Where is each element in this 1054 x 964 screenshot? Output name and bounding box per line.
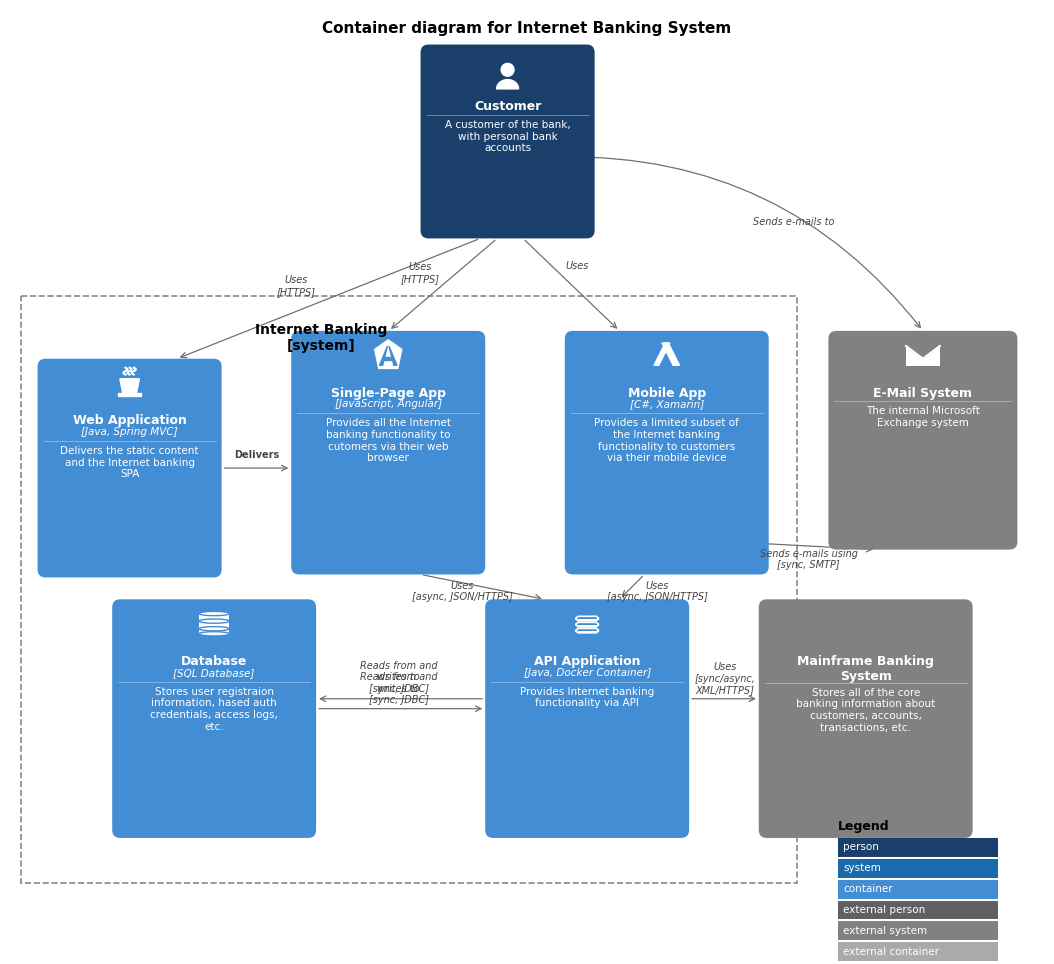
Text: Web Application: Web Application (73, 415, 187, 427)
Ellipse shape (199, 611, 230, 616)
Text: system: system (843, 863, 881, 873)
Text: Single-Page App: Single-Page App (331, 387, 446, 399)
Text: Stores user registraion
information, hased auth
credentials, access logs,
etc.: Stores user registraion information, has… (151, 686, 278, 732)
Ellipse shape (199, 619, 230, 624)
Bar (838, 880, 997, 898)
Text: [JavaScript, Angular]: [JavaScript, Angular] (335, 399, 442, 410)
Text: A customer of the bank,
with personal bank
accounts: A customer of the bank, with personal ba… (445, 120, 570, 153)
Text: Legend: Legend (838, 820, 890, 833)
Text: The internal Microsoft
Exchange system: The internal Microsoft Exchange system (866, 407, 980, 428)
Polygon shape (120, 379, 139, 392)
Polygon shape (384, 357, 393, 360)
FancyBboxPatch shape (565, 331, 768, 575)
Text: external container: external container (843, 947, 939, 957)
Text: Mainframe Banking
System: Mainframe Banking System (797, 655, 934, 683)
Bar (838, 859, 997, 877)
Bar (838, 922, 997, 940)
Text: Sends e-mails to: Sends e-mails to (753, 217, 835, 227)
FancyBboxPatch shape (291, 331, 485, 575)
Bar (838, 838, 997, 857)
Polygon shape (379, 346, 388, 365)
Polygon shape (662, 343, 680, 365)
Text: E-Mail System: E-Mail System (874, 387, 973, 399)
Polygon shape (389, 346, 397, 365)
Text: Uses
[HTTPS]: Uses [HTTPS] (277, 276, 316, 297)
Text: Mobile App: Mobile App (627, 387, 706, 399)
Bar (838, 943, 997, 961)
Text: Container diagram for Internet Banking System: Container diagram for Internet Banking S… (323, 20, 731, 36)
Polygon shape (118, 392, 141, 395)
Text: Delivers: Delivers (234, 450, 279, 460)
Polygon shape (655, 343, 670, 365)
Bar (838, 900, 997, 920)
Bar (199, 613, 230, 633)
FancyBboxPatch shape (38, 359, 221, 577)
Text: person: person (843, 843, 879, 852)
Text: Provides a limited subset of
the Internet banking
functionality to customers
via: Provides a limited subset of the Interne… (594, 418, 739, 463)
Text: API Application: API Application (534, 655, 641, 668)
Text: [SQL Database]: [SQL Database] (174, 668, 255, 678)
Ellipse shape (199, 627, 230, 630)
Text: Delivers the static content
and the Internet banking
SPA: Delivers the static content and the Inte… (60, 446, 199, 479)
Text: Reads from and
writes to
[sync, JDBC]: Reads from and writes to [sync, JDBC] (359, 660, 437, 694)
Text: container: container (843, 884, 893, 895)
FancyBboxPatch shape (759, 600, 973, 838)
Text: Provides Internet banking
functionality via API: Provides Internet banking functionality … (520, 686, 655, 709)
Text: Internet Banking
[system]: Internet Banking [system] (255, 323, 387, 353)
Text: [C#, Xamarin]: [C#, Xamarin] (629, 399, 704, 410)
FancyBboxPatch shape (828, 331, 1017, 549)
Bar (906, 346, 940, 366)
Text: Uses: Uses (565, 261, 588, 271)
Text: Reads from and
writes to
[sync, JDBC]: Reads from and writes to [sync, JDBC] (359, 672, 437, 706)
Text: external person: external person (843, 905, 925, 915)
Text: Customer: Customer (474, 100, 542, 113)
Text: Uses
[sync/async,
XML/HTTPS]: Uses [sync/async, XML/HTTPS] (695, 662, 756, 695)
Text: Uses
[async, JSON/HTTPS]: Uses [async, JSON/HTTPS] (412, 580, 513, 602)
Text: Sends e-mails using
[sync, SMTP]: Sends e-mails using [sync, SMTP] (760, 549, 858, 571)
Text: [Java, Docker Container]: [Java, Docker Container] (524, 668, 650, 678)
Bar (21, 296, 797, 883)
FancyBboxPatch shape (421, 44, 594, 238)
FancyBboxPatch shape (485, 600, 689, 838)
FancyBboxPatch shape (112, 600, 316, 838)
Text: Database: Database (181, 655, 248, 668)
Text: Stores all of the core
banking information about
customers, accounts,
transactio: Stores all of the core banking informati… (796, 687, 935, 733)
Circle shape (501, 64, 514, 76)
Text: Uses
[HTTPS]: Uses [HTTPS] (402, 262, 441, 284)
Text: [Java, Spring MVC]: [Java, Spring MVC] (81, 427, 178, 438)
Text: Uses
[async, JSON/HTTPS]: Uses [async, JSON/HTTPS] (607, 580, 707, 602)
Polygon shape (375, 340, 402, 368)
Polygon shape (496, 80, 519, 89)
Text: Provides all the Internet
banking functionality to
cutomers via their web
browse: Provides all the Internet banking functi… (326, 418, 451, 463)
Ellipse shape (199, 631, 230, 636)
Polygon shape (906, 346, 940, 359)
Text: external system: external system (843, 925, 928, 936)
